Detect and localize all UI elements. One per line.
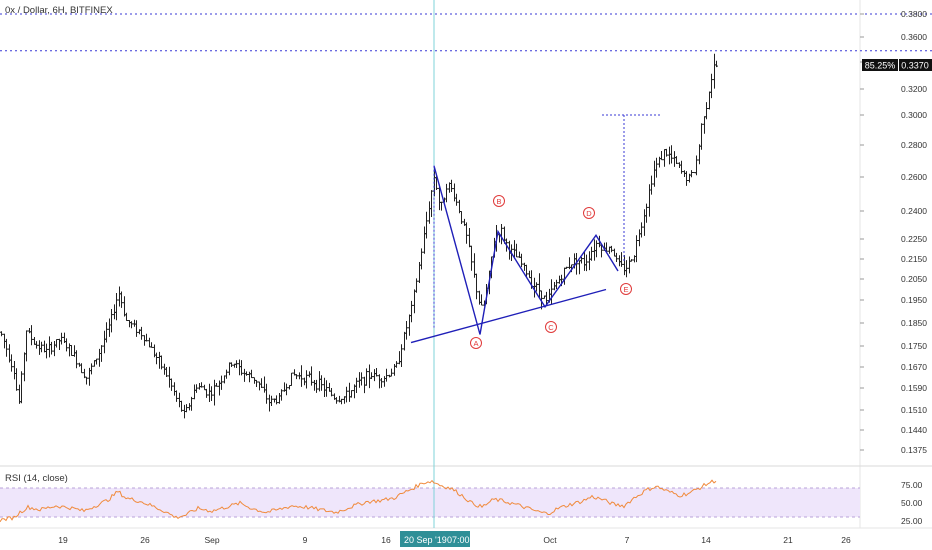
- wave-label-b: B: [496, 197, 501, 206]
- price-tick-label: 0.2600: [901, 172, 927, 182]
- time-tick-label: 26: [841, 535, 851, 545]
- time-tick-label: 21: [783, 535, 793, 545]
- last-percent-badge: [862, 59, 898, 71]
- rsi-tick-label: 75.00: [901, 480, 923, 490]
- price-axis: 0.38000.36000.34000.32000.30000.28000.26…: [860, 9, 927, 455]
- rsi-axis: 75.00 50.00 25.00: [901, 480, 923, 526]
- time-tick-label: 19: [58, 535, 68, 545]
- wave-label-circle-b: [493, 195, 505, 207]
- price-tick-label: 0.2250: [901, 234, 927, 244]
- rsi-line: [0, 479, 717, 523]
- wave-label-c: C: [548, 323, 554, 332]
- wave-label-circle-c: [545, 321, 557, 333]
- price-tick-label: 0.3800: [901, 9, 927, 19]
- price-tick-label: 0.1510: [901, 405, 927, 415]
- wave-label-circle-d: [583, 207, 595, 219]
- price-tick-label: 0.1375: [901, 445, 927, 455]
- wave-label-circle-a: [470, 337, 482, 349]
- time-tick-label: 16: [381, 535, 391, 545]
- time-tick-label: 14: [701, 535, 711, 545]
- rsi-tick-label: 25.00: [901, 516, 923, 526]
- crosshair-date-badge: [400, 531, 470, 547]
- crosshair-time-label: 07:00: [447, 535, 470, 545]
- wave-label-circle-e: [620, 283, 632, 295]
- price-tick-label: 0.2050: [901, 274, 927, 284]
- rsi-band: [0, 488, 860, 517]
- wave-label-a: A: [473, 339, 478, 348]
- price-tick-label: 0.3000: [901, 110, 927, 120]
- symbol-title: 0x / Dollar, 6H, BITFINEX: [5, 5, 113, 16]
- rsi-title: RSI (14, close): [5, 473, 68, 484]
- time-tick-label: Oct: [543, 535, 557, 545]
- time-tick-label: 7: [625, 535, 630, 545]
- time-axis: 19 26 Sep 9 16 Oct 7 14 21 26: [58, 535, 851, 545]
- time-tick-label: Sep: [204, 535, 219, 545]
- price-tick-label: 0.1850: [901, 318, 927, 328]
- price-tick-label: 0.1590: [901, 383, 927, 393]
- last-percent-label: 85.25%: [865, 61, 896, 71]
- crosshair-date-label: 20 Sep '19: [404, 535, 447, 545]
- wave-label-e: E: [623, 285, 628, 294]
- triangle-pattern-overlay: [410, 165, 619, 344]
- target-projection: [602, 114, 662, 261]
- rsi-tick-label: 50.00: [901, 498, 923, 508]
- wave-label-d: D: [586, 209, 592, 218]
- price-tick-label: 0.1750: [901, 341, 927, 351]
- price-tick-label: 0.2150: [901, 254, 927, 264]
- lower-trendline: [410, 288, 607, 344]
- wave-labels: A B C D E: [470, 195, 632, 349]
- price-tick-label: 0.1950: [901, 295, 927, 305]
- time-tick-label: 26: [140, 535, 150, 545]
- price-tick-label: 0.2800: [901, 140, 927, 150]
- price-tick-label: 0.1670: [901, 362, 927, 372]
- wave-zigzag: [433, 165, 619, 335]
- price-tick-label: 0.3200: [901, 84, 927, 94]
- last-price-label: 0.3370: [901, 61, 929, 71]
- time-tick-label: 9: [303, 535, 308, 545]
- price-tick-label: 0.2400: [901, 206, 927, 216]
- price-tick-label: 0.1440: [901, 425, 927, 435]
- last-price-badge: [899, 59, 932, 71]
- price-tick-label: 0.3600: [901, 32, 927, 42]
- candlestick-series: [0, 53, 718, 419]
